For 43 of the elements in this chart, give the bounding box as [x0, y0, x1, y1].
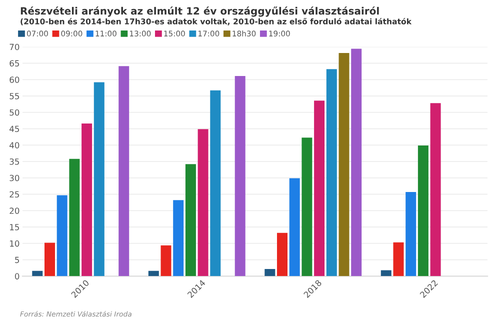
y-tick-label: 40	[10, 142, 20, 148]
bar	[198, 129, 208, 276]
bar	[82, 123, 92, 276]
y-tick-label: 70	[10, 44, 20, 50]
bar	[326, 69, 337, 276]
bar	[380, 270, 392, 276]
y-tick-label: 10	[10, 240, 20, 247]
bar	[173, 200, 184, 276]
y-tick-label: 0	[14, 273, 20, 280]
y-tick-label: 20	[10, 208, 20, 214]
bar	[338, 53, 350, 276]
bar	[234, 76, 246, 276]
bar	[94, 82, 104, 276]
bar	[44, 242, 55, 276]
bar	[118, 66, 130, 276]
y-tick-label: 25	[10, 191, 19, 198]
bar	[430, 103, 441, 276]
bar	[210, 90, 221, 276]
bar	[393, 242, 404, 276]
bar	[148, 270, 159, 276]
y-tick-label: 60	[10, 76, 20, 83]
y-tick-label: 45	[10, 126, 19, 132]
bar	[289, 178, 300, 276]
chart-title: Részvételi arányok az elmúlt 12 év országgyűlési választásairól	[20, 6, 379, 17]
bar	[69, 158, 80, 276]
bar	[351, 48, 362, 276]
bar	[276, 232, 288, 276]
y-tick-label: 15	[10, 224, 19, 230]
y-tick-label: 30	[10, 174, 20, 182]
y-tick-label: 65	[10, 60, 19, 66]
bar	[264, 268, 276, 276]
y-tick-label: 50	[10, 109, 20, 116]
y-tick-label: 5	[15, 256, 19, 264]
bar	[32, 270, 43, 276]
bar	[418, 145, 428, 276]
y-tick-label: 55	[10, 93, 19, 100]
bar	[406, 192, 416, 276]
bar	[56, 195, 68, 276]
y-tick-label: 35	[10, 158, 19, 165]
bar	[314, 100, 325, 276]
bar	[185, 164, 196, 276]
bar	[302, 138, 312, 276]
bar	[160, 245, 172, 276]
